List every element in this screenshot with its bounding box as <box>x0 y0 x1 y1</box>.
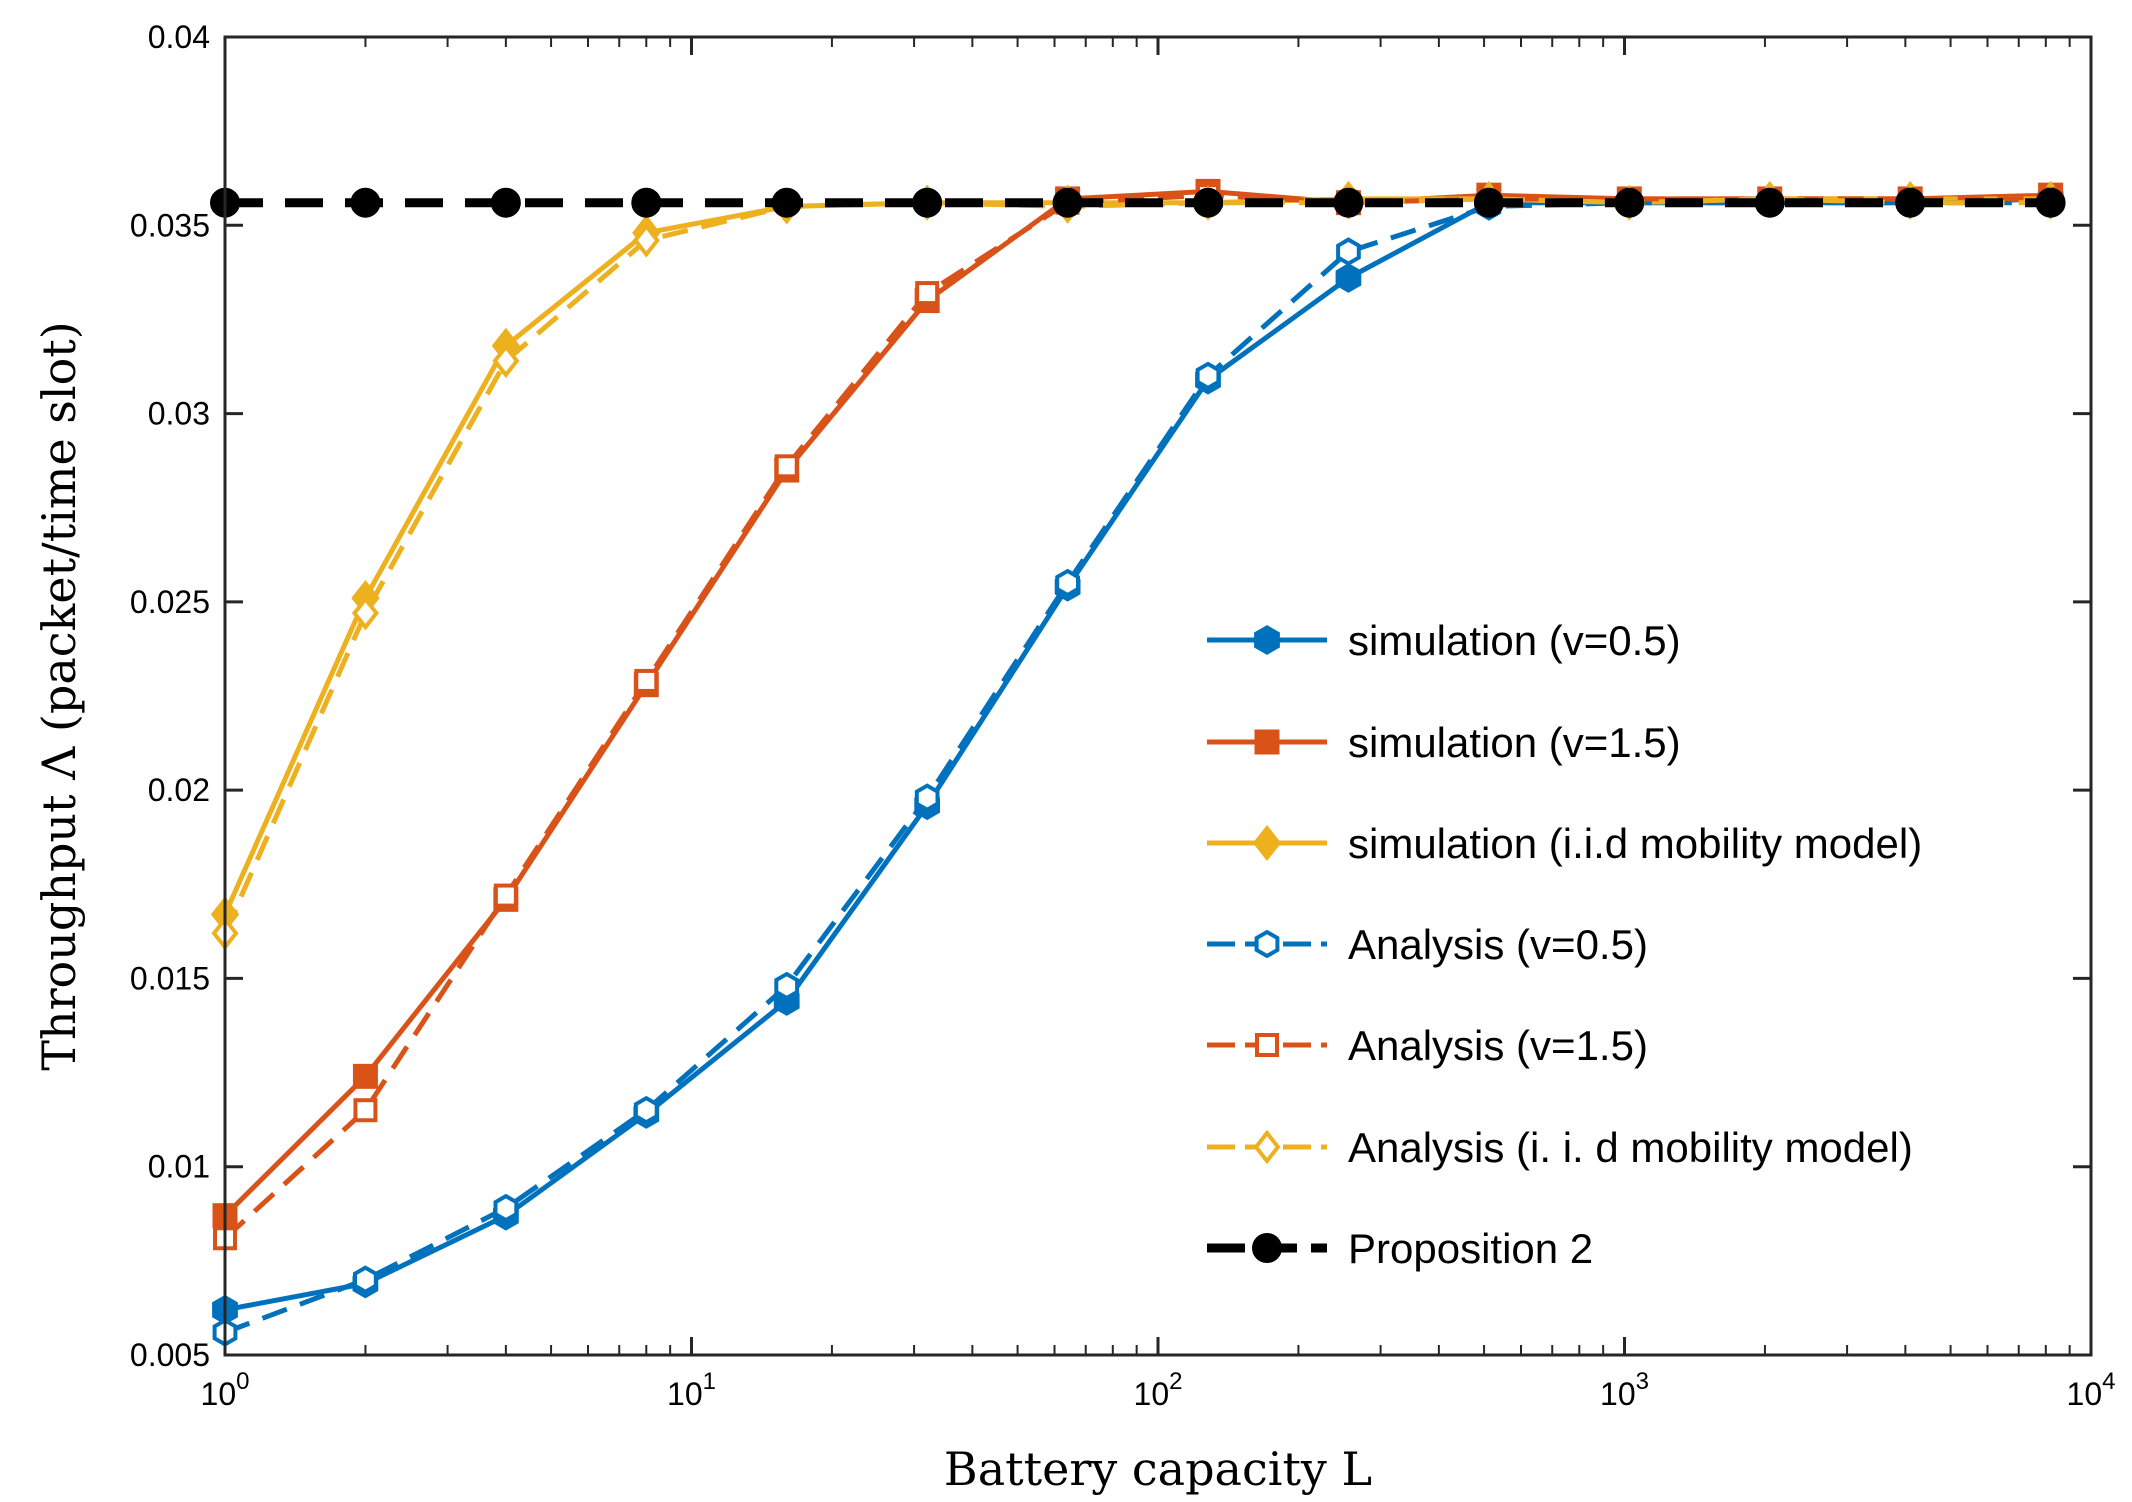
plot-area <box>225 37 2091 1355</box>
series-7-point <box>912 187 943 218</box>
series-2-point <box>352 1063 378 1089</box>
series-layer <box>210 178 2066 1347</box>
series-7-point <box>1473 187 1504 218</box>
series-4-point <box>633 1095 659 1125</box>
series-5-point <box>353 1098 378 1123</box>
series-7 <box>210 187 2066 218</box>
series-4-point <box>353 1265 378 1295</box>
series-7-point <box>350 187 381 218</box>
series-7-point <box>771 187 802 218</box>
series-4-point <box>1195 361 1221 391</box>
series-1-point <box>1335 263 1362 293</box>
y-tick-label: 0.005 <box>130 1337 210 1373</box>
series-6-point <box>632 223 660 258</box>
y-tick-label: 0.025 <box>130 584 210 620</box>
y-tick-label: 0.01 <box>148 1149 210 1185</box>
legend-swatch-marker <box>1254 625 1280 655</box>
y-tick-label: 0.04 <box>148 19 210 55</box>
series-4-point <box>1055 568 1080 598</box>
x-tick-label: 100 <box>201 1368 250 1412</box>
series-7-point <box>1754 187 1785 218</box>
series-7-point <box>631 187 662 218</box>
x-tick-label: 102 <box>1134 1368 1183 1412</box>
legend-swatch-marker <box>1252 1233 1282 1263</box>
y-axis-label: Throughput Λ (packet/time slot) <box>32 321 86 1070</box>
series-7-point <box>1333 187 1364 218</box>
legend-label: Proposition 2 <box>1348 1225 1593 1272</box>
x-axis-label: Battery capacity L <box>944 1442 1372 1496</box>
y-tick-label: 0.02 <box>148 772 210 808</box>
legend-swatch-marker <box>1252 824 1282 862</box>
series-7-point <box>490 187 521 218</box>
series-4-point <box>914 783 940 813</box>
y-tick-label: 0.03 <box>148 396 210 432</box>
series-7-point <box>1614 187 1645 218</box>
legend-label: simulation (i.i.d mobility model) <box>1348 820 1922 867</box>
series-5-point <box>774 454 799 479</box>
series-4-point <box>774 971 800 1001</box>
x-tick-label: 101 <box>667 1368 716 1412</box>
series-7-point <box>1895 187 1926 218</box>
y-tick-label: 0.035 <box>130 207 210 243</box>
x-tick-label: 104 <box>2067 1368 2116 1412</box>
series-5-point <box>493 883 518 908</box>
series-5-point <box>634 668 659 693</box>
series-7-point <box>1052 187 1083 218</box>
legend-swatch-marker <box>1253 1129 1281 1165</box>
legend-swatch-marker <box>1254 729 1280 755</box>
x-tick-label: 103 <box>1600 1368 1649 1412</box>
legend-label: simulation (v=1.5) <box>1348 719 1681 766</box>
series-7-point <box>2035 187 2066 218</box>
series-6-point <box>351 595 379 631</box>
y-tick-label: 0.015 <box>130 960 210 996</box>
tick-layer: 100 101 102 103 104 0.005 0.01 0.015 0.02 0.025 0.… <box>130 19 2116 1412</box>
series-4-point <box>1336 237 1361 266</box>
legend-swatch-marker <box>1254 929 1280 959</box>
legend-label: Analysis (v=1.5) <box>1348 1022 1648 1069</box>
series-7-point <box>1193 187 1224 218</box>
series-4-point <box>493 1193 519 1223</box>
legend-label: Analysis (i. i. d mobility model) <box>1348 1124 1913 1171</box>
legend: simulation (v=0.5) simulation (v=1.5) simu… <box>1207 617 1922 1272</box>
legend-label: simulation (v=0.5) <box>1348 617 1681 664</box>
series-5-point <box>915 281 940 306</box>
legend-label: Analysis (v=0.5) <box>1348 921 1648 968</box>
legend-swatch-marker <box>1255 1033 1279 1057</box>
series-6-point <box>492 343 520 379</box>
